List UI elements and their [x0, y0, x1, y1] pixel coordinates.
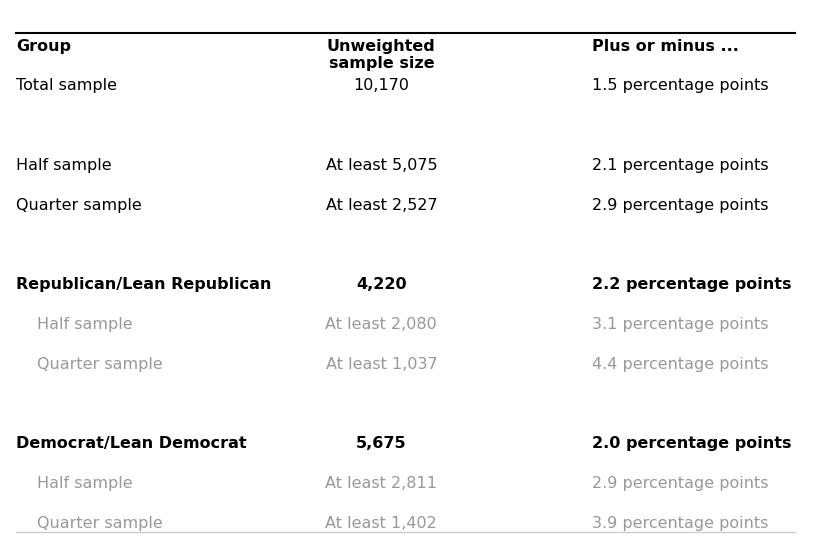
Text: Group: Group: [16, 39, 71, 54]
Text: 2.9 percentage points: 2.9 percentage points: [593, 198, 769, 213]
Text: 2.0 percentage points: 2.0 percentage points: [593, 436, 792, 451]
Text: Total sample: Total sample: [16, 78, 117, 93]
Text: Quarter sample: Quarter sample: [37, 357, 162, 371]
Text: Plus or minus ...: Plus or minus ...: [593, 39, 739, 54]
Text: At least 2,080: At least 2,080: [325, 317, 437, 332]
Text: 10,170: 10,170: [354, 78, 410, 93]
Text: Republican/Lean Republican: Republican/Lean Republican: [16, 277, 272, 292]
Text: 3.9 percentage points: 3.9 percentage points: [593, 516, 769, 530]
Text: At least 1,402: At least 1,402: [325, 516, 437, 530]
Text: Quarter sample: Quarter sample: [16, 198, 142, 213]
Text: 2.9 percentage points: 2.9 percentage points: [593, 476, 769, 491]
Text: Half sample: Half sample: [37, 317, 132, 332]
Text: Half sample: Half sample: [37, 476, 132, 491]
Text: Half sample: Half sample: [16, 158, 112, 173]
Text: At least 1,037: At least 1,037: [325, 357, 437, 371]
Text: At least 2,527: At least 2,527: [325, 198, 437, 213]
Text: At least 5,075: At least 5,075: [325, 158, 437, 173]
Text: At least 2,811: At least 2,811: [325, 476, 437, 491]
Text: 4.4 percentage points: 4.4 percentage points: [593, 357, 769, 371]
Text: Unweighted
sample size: Unweighted sample size: [327, 39, 436, 71]
Text: 4,220: 4,220: [356, 277, 406, 292]
Text: 2.2 percentage points: 2.2 percentage points: [593, 277, 792, 292]
Text: Democrat/Lean Democrat: Democrat/Lean Democrat: [16, 436, 247, 451]
Text: Quarter sample: Quarter sample: [37, 516, 162, 530]
Text: 5,675: 5,675: [356, 436, 406, 451]
Text: 1.5 percentage points: 1.5 percentage points: [593, 78, 769, 93]
Text: 2.1 percentage points: 2.1 percentage points: [593, 158, 769, 173]
Text: 3.1 percentage points: 3.1 percentage points: [593, 317, 769, 332]
